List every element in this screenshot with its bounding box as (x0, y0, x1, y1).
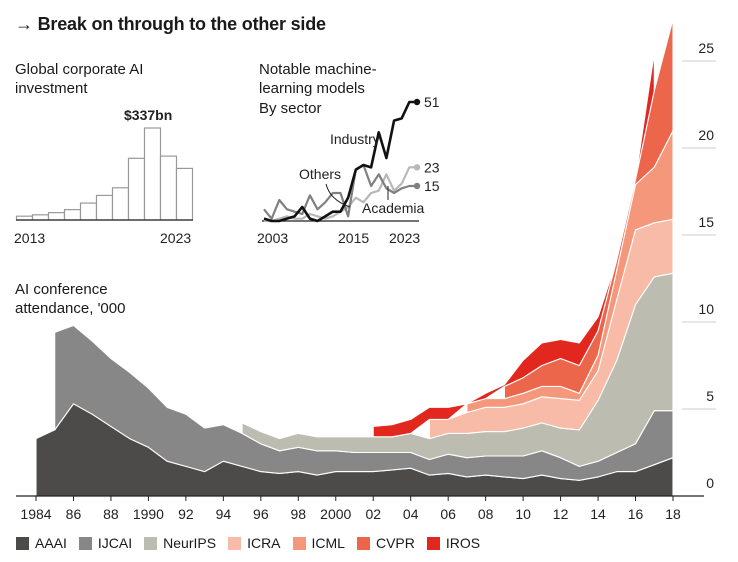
investment-bars: $337bn 2013 2023 (14, 107, 194, 246)
legend-swatch (426, 536, 440, 550)
y-tick-label: 0 (706, 475, 714, 491)
x-tick-label: 10 (515, 506, 531, 522)
models-line-industry (263, 100, 417, 223)
x-tick-label: 02 (365, 506, 381, 522)
legend-swatch (228, 536, 242, 550)
legend-label: ICML (311, 535, 345, 551)
attendance-axes: 0 5 10 15 20 25 1984 86 88 1990 92 94 96 98 2000 02 04 06… (16, 40, 716, 522)
attendance-chart-title: AI conference attendance, '000 (15, 281, 126, 317)
investment-bar (95, 194, 114, 221)
x-tick-label: 18 (665, 506, 681, 522)
y-tick-label: 20 (698, 127, 714, 143)
legend-item-cvpr: CVPR (356, 535, 415, 551)
models-xtick: 2015 (338, 230, 369, 246)
x-tick-label: 88 (103, 506, 119, 522)
models-xtick: 2003 (257, 230, 288, 246)
others-leader-line (325, 183, 351, 208)
legend-item-ijcai: IJCAI (78, 535, 133, 551)
investment-chart-title: Global corporate AI investment (15, 61, 144, 97)
models-end-dot-others (413, 164, 421, 171)
legend-label: CVPR (375, 535, 415, 551)
models-end-label-academia: 15 (424, 178, 440, 194)
page-title: → Break on through to the other side (15, 14, 326, 34)
investment-bar (175, 167, 194, 221)
y-tick-label: 5 (706, 388, 714, 404)
models-chart-subtitle: By sector (259, 100, 322, 117)
investment-bar (127, 157, 146, 221)
models-end-dot-academia (413, 182, 421, 190)
x-tick-label: 96 (253, 506, 269, 522)
investment-xtick: 2023 (160, 230, 191, 246)
x-tick-label: 92 (178, 506, 194, 522)
investment-peak-label: $337bn (124, 107, 172, 123)
y-tick-label: 10 (698, 301, 714, 317)
legend-item-neurips: NeurIPS (144, 535, 216, 551)
legend-swatch (144, 536, 158, 550)
x-tick-label: 16 (628, 506, 644, 522)
x-tick-label: 98 (291, 506, 307, 522)
x-tick-label: 06 (440, 506, 456, 522)
x-tick-label: 08 (478, 506, 494, 522)
investment-xtick: 2013 (14, 230, 45, 246)
legend-swatch (356, 536, 370, 550)
legend-swatch (78, 536, 92, 550)
attendance-areas (35, 18, 674, 497)
models-end-dot-industry (413, 98, 421, 106)
legend-swatch (292, 536, 306, 550)
x-tick-label: 94 (216, 506, 232, 522)
investment-bar (31, 214, 50, 221)
models-end-label-industry: 51 (424, 94, 440, 110)
x-tick-label: 2000 (320, 506, 351, 522)
legend-item-iros: IROS (426, 535, 481, 551)
models-lines: 23 15 51 Industry Others Academia 2003 2015 2023 (257, 94, 440, 246)
x-tick-label: 86 (66, 506, 82, 522)
academia-annotation: Academia (362, 200, 424, 216)
investment-bar (111, 187, 130, 221)
y-tick-label: 15 (698, 214, 714, 230)
investment-bar (63, 209, 82, 221)
investment-bar (47, 212, 66, 221)
industry-annotation: Industry (330, 131, 380, 147)
x-tick-label: 04 (403, 506, 419, 522)
models-xtick: 2023 (389, 230, 420, 246)
legend-label: IJCAI (97, 535, 133, 551)
legend-swatch (16, 536, 29, 550)
x-tick-label: 12 (553, 506, 569, 522)
investment-bar (143, 127, 162, 221)
x-tick-label: 1984 (20, 506, 51, 522)
legend-label: AAAI (35, 535, 67, 551)
area-iros (372, 51, 655, 438)
legend-label: ICRA (247, 535, 281, 551)
others-annotation: Others (299, 166, 341, 182)
y-tick-label: 25 (698, 40, 714, 56)
x-tick-label: 14 (590, 506, 606, 522)
legend-item-aaai: AAAI (16, 535, 67, 551)
legend-label: NeurIPS (163, 535, 217, 551)
legend-item-icra: ICRA (228, 535, 281, 551)
legend-label: IROS (445, 535, 481, 551)
legend-item-icml: ICML (292, 535, 345, 551)
models-end-label-others: 23 (424, 159, 440, 175)
attendance-legend: AAAI IJCAI NeurIPS ICRA ICML CVPR IROS (16, 535, 492, 551)
investment-bar (159, 155, 178, 221)
x-tick-label: 1990 (133, 506, 164, 522)
investment-bar (79, 202, 98, 221)
models-chart-title: Notable machine-learning models (259, 61, 377, 97)
models-line-academia (263, 163, 417, 220)
